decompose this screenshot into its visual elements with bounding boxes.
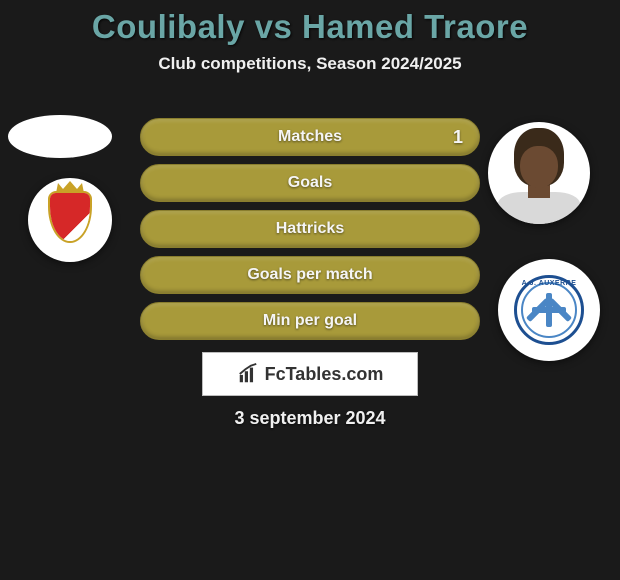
auxerre-cross-icon (532, 293, 566, 327)
page-title: Coulibaly vs Hamed Traore (0, 0, 620, 46)
player-left-avatar (8, 115, 112, 158)
club-right-badge: A.J. AUXERRE (498, 259, 600, 361)
club-left-badge (28, 178, 112, 262)
page-subtitle: Club competitions, Season 2024/2025 (0, 54, 620, 74)
date-text: 3 september 2024 (0, 408, 620, 429)
stat-label: Goals per match (247, 266, 372, 284)
stat-label: Min per goal (263, 312, 357, 330)
auxerre-ring-text: A.J. AUXERRE (517, 280, 581, 287)
stat-label: Matches (278, 128, 342, 146)
stat-bar-matches: Matches 1 (140, 118, 480, 156)
brand-text: FcTables.com (265, 364, 384, 385)
player-right-avatar (488, 122, 590, 224)
stat-label: Hattricks (276, 220, 344, 238)
stat-label: Goals (288, 174, 332, 192)
stats-area: Matches 1 Goals Hattricks Goals per matc… (140, 118, 480, 348)
player-right-face (520, 146, 558, 188)
stat-bar-goals: Goals (140, 164, 480, 202)
stat-value-right: 1 (453, 127, 463, 148)
stat-bar-hattricks: Hattricks (140, 210, 480, 248)
auxerre-badge-icon: A.J. AUXERRE (514, 275, 584, 345)
stat-bar-min-per-goal: Min per goal (140, 302, 480, 340)
bar-chart-icon (237, 363, 259, 385)
stat-bar-goals-per-match: Goals per match (140, 256, 480, 294)
brand-box[interactable]: FcTables.com (202, 352, 418, 396)
monaco-shield-icon (48, 191, 92, 249)
